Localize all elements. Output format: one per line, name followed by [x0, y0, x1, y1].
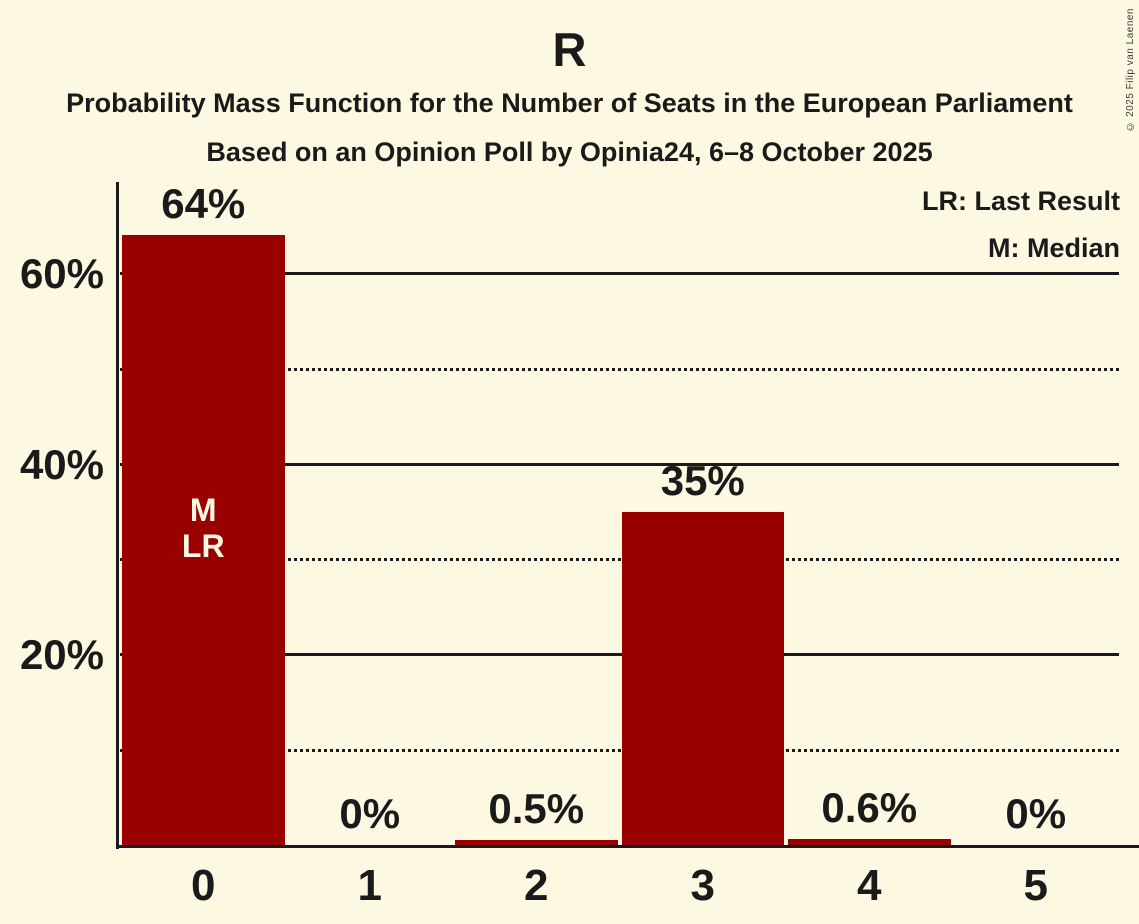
bar-value-label-2: 0.5% [488, 785, 585, 832]
x-axis-label-4: 4 [857, 861, 882, 910]
annotation-line: M [189, 492, 217, 528]
gridline-30pct-dotted [120, 558, 1119, 561]
bar-seats-2 [455, 840, 618, 845]
legend-median: M: Median [988, 233, 1120, 263]
gridline-40pct [120, 463, 1119, 466]
annotation-line: LR [181, 528, 225, 564]
x-axis-label-0: 0 [191, 861, 216, 910]
y-axis-label-20pct: 20% [19, 631, 104, 678]
bar-value-label-4: 0.6% [821, 784, 918, 831]
chart-title: R [552, 23, 587, 76]
chart-subtitle: Probability Mass Function for the Number… [66, 88, 1073, 118]
x-axis-label-1: 1 [357, 861, 382, 910]
bar-seats-3 [621, 512, 784, 845]
bar-annotation-median-lastresult: M LR [182, 492, 225, 564]
x-axis-label-3: 3 [690, 861, 715, 910]
bar-value-label-0: 64% [161, 180, 246, 227]
bar-seats-4 [788, 839, 951, 845]
x-axis-label-2: 2 [524, 861, 549, 910]
chart-subtitle-poll: Based on an Opinion Poll by Opinia24, 6–… [206, 137, 933, 167]
x-axis-line [116, 845, 1139, 848]
bar-value-label-1: 0% [339, 790, 401, 837]
legend-last-result: LR: Last Result [921, 186, 1120, 216]
y-axis-line [116, 182, 119, 849]
gridline-10pct-dotted [120, 749, 1119, 752]
x-axis-label-5: 5 [1023, 861, 1048, 910]
bar-seats-0 [122, 235, 285, 845]
bar-value-label-5: 0% [1005, 790, 1067, 837]
y-axis-label-60pct: 60% [19, 250, 104, 297]
gridline-20pct [120, 653, 1119, 656]
y-axis-label-40pct: 40% [19, 441, 104, 488]
gridline-60pct [120, 272, 1119, 275]
gridline-50pct-dotted [120, 368, 1119, 371]
bar-value-label-3: 35% [660, 457, 745, 504]
